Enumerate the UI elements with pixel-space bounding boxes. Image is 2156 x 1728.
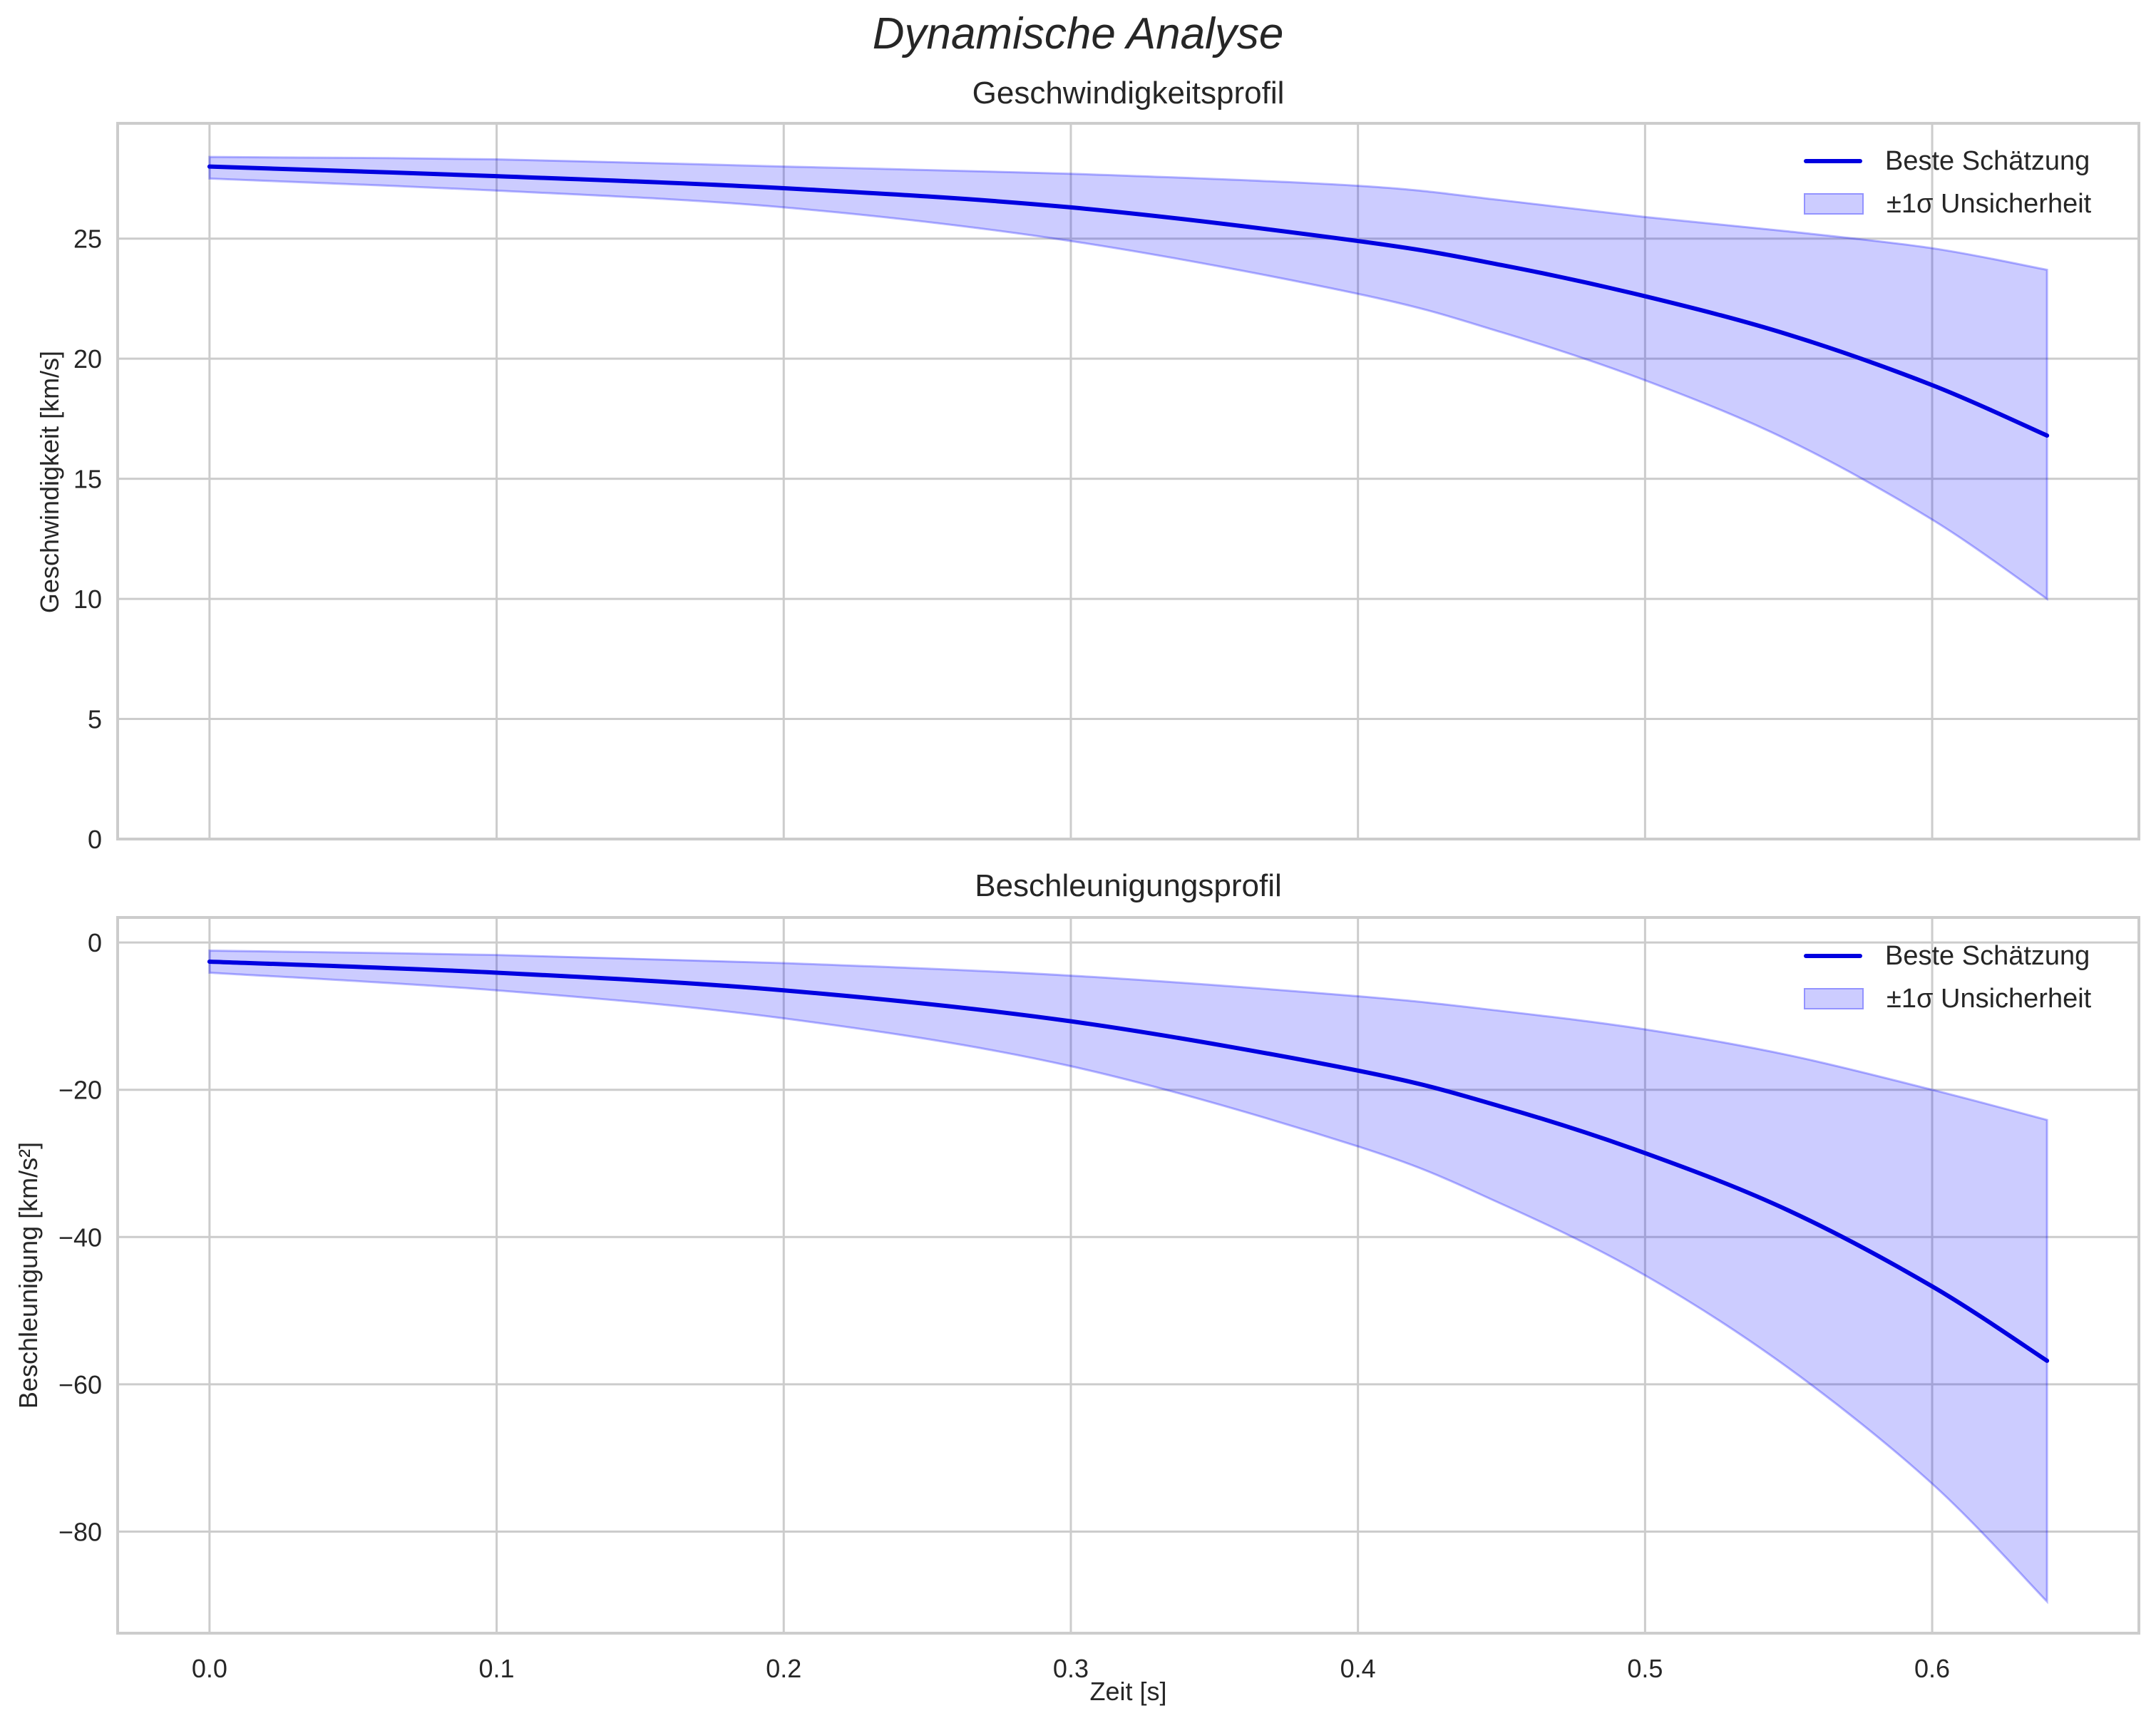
legend-item-uncertainty: ±1σ Unsicherheit [1804, 977, 2091, 1020]
y-tick-label: 0 [88, 928, 102, 957]
acceleration-chart: 0 −20 −40 −60 −80 0.0 0.1 0.2 0.3 0.4 0.5 0.6 [58, 916, 2140, 1683]
y-tick-label: 15 [73, 465, 102, 494]
legend-label: Beste Schätzung [1885, 940, 2090, 971]
patch-swatch-icon [1804, 988, 1864, 1009]
axes-frame [116, 122, 2140, 840]
y-tick-label: 0 [88, 825, 102, 854]
x-tick-label: 0.3 [1053, 1654, 1089, 1683]
patch-swatch-icon [1804, 193, 1864, 215]
legend-label: ±1σ Unsicherheit [1886, 188, 2092, 219]
legend-label: ±1σ Unsicherheit [1886, 983, 2092, 1014]
acceleration-legend: Beste Schätzung ±1σ Unsicherheit [1804, 935, 2091, 1020]
x-tick-label: 0.2 [766, 1654, 801, 1683]
x-tick-label: 0.0 [192, 1654, 227, 1683]
y-tick-label: −40 [58, 1223, 102, 1252]
x-tick-label: 0.4 [1340, 1654, 1376, 1683]
legend-item-best-estimate: Beste Schätzung [1804, 935, 2091, 977]
x-tick-label: 0.6 [1914, 1654, 1950, 1683]
line-swatch-icon [1804, 159, 1862, 163]
best-estimate-line [207, 164, 2050, 438]
y-tick-label: 10 [73, 585, 102, 614]
y-tick-label: −20 [58, 1076, 102, 1105]
line-swatch-icon [1804, 954, 1862, 958]
velocity-legend: Beste Schätzung ±1σ Unsicherheit [1804, 140, 2091, 225]
y-tick-label: 5 [88, 705, 102, 734]
velocity-chart: 0 5 10 15 20 25 [73, 122, 2140, 854]
x-axis-label: Zeit [s] [1089, 1677, 1167, 1706]
uncertainty-band [208, 155, 2048, 601]
legend-label: Beste Schätzung [1885, 145, 2090, 176]
y-tick-label: −60 [58, 1370, 102, 1399]
legend-item-best-estimate: Beste Schätzung [1804, 140, 2091, 182]
x-tick-label: 0.5 [1627, 1654, 1663, 1683]
uncertainty-band [208, 949, 2048, 1605]
y-tick-label: −80 [58, 1517, 102, 1546]
axes-frame [116, 916, 2140, 1635]
acceleration-chart-title: Beschleunigungsprofil [975, 868, 1282, 903]
y-tick-label: 25 [73, 225, 102, 254]
velocity-chart-title: Geschwindigkeitsprofil [972, 76, 1285, 110]
best-estimate-line [207, 959, 2050, 1363]
figure-title: Dynamische Analyse [872, 9, 1284, 58]
y-tick-label: 20 [73, 344, 102, 374]
legend-item-uncertainty: ±1σ Unsicherheit [1804, 182, 2091, 225]
x-tick-label: 0.1 [479, 1654, 515, 1683]
